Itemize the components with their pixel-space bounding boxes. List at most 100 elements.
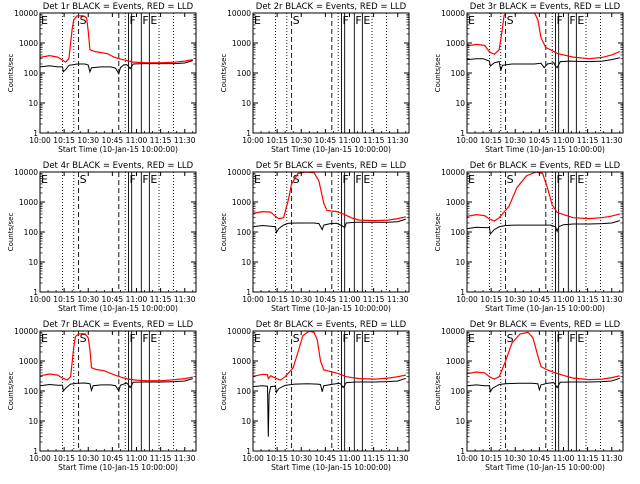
event-marker-label: E (577, 173, 584, 186)
x-tick-label: 11:15 (577, 454, 599, 463)
y-axis-label: Counts/sec (7, 213, 15, 252)
event-marker-label: F (556, 173, 562, 186)
y-tick-label: 1 (246, 288, 251, 297)
x-tick-label: 10:30 (290, 136, 312, 145)
x-axis-label: Start Time (10-Jan-15 10:00:00) (58, 145, 178, 154)
events-series-line (40, 378, 193, 393)
x-tick-label: 10:15 (53, 295, 75, 304)
y-tick-label: 1000 (19, 357, 38, 366)
y-tick-label: 1000 (446, 357, 465, 366)
y-tick-label: 10 (455, 99, 465, 108)
event-marker-label: E (363, 332, 370, 345)
y-tick-label: 10 (455, 417, 465, 426)
x-tick-label: 11:00 (339, 136, 361, 145)
x-tick-label: 10:45 (529, 136, 551, 145)
lld-series-line (467, 331, 620, 381)
event-marker-label: F (129, 14, 135, 27)
y-tick-label: 100 (237, 228, 252, 237)
lld-series-line (40, 333, 193, 382)
y-tick-label: 10 (455, 258, 465, 267)
x-tick-label: 11:00 (339, 454, 361, 463)
y-tick-label: 10 (241, 417, 251, 426)
y-axis-label: Counts/sec (434, 54, 442, 93)
y-tick-label: 1000 (446, 198, 465, 207)
y-tick-label: 100 (24, 387, 39, 396)
x-tick-label: 10:00 (29, 295, 51, 304)
y-tick-label: 1000 (446, 39, 465, 48)
y-tick-label: 1000 (232, 39, 251, 48)
panel-title: Det 4r BLACK = Events, RED = LLD (43, 161, 194, 171)
y-axis-label: Counts/sec (7, 372, 15, 411)
lld-series-line (253, 172, 406, 222)
y-tick-label: 10000 (227, 9, 251, 18)
x-tick-label: 10:30 (290, 454, 312, 463)
x-tick-label: 10:15 (53, 136, 75, 145)
event-marker-label: F (129, 332, 135, 345)
x-tick-label: 11:30 (174, 136, 196, 145)
y-tick-label: 100 (24, 69, 39, 78)
x-tick-label: 10:30 (290, 295, 312, 304)
events-series-line (253, 377, 406, 437)
event-marker-label: F (129, 173, 135, 186)
x-tick-label: 10:00 (456, 136, 478, 145)
y-tick-label: 100 (24, 228, 39, 237)
event-marker-label: S (507, 332, 514, 345)
event-marker-label: S (507, 173, 514, 186)
y-axis-label: Counts/sec (220, 213, 228, 252)
y-tick-label: 1 (460, 447, 465, 456)
events-series-line (467, 220, 620, 236)
event-marker-label: F (342, 14, 348, 27)
event-marker-label: S (80, 14, 87, 27)
event-marker-label: F (342, 173, 348, 186)
y-tick-label: 1 (460, 288, 465, 297)
x-axis-label: Start Time (10-Jan-15 10:00:00) (271, 304, 391, 313)
x-tick-label: 10:45 (315, 136, 337, 145)
event-marker-label: S (293, 14, 300, 27)
x-tick-label: 11:15 (577, 295, 599, 304)
x-tick-label: 10:15 (266, 295, 288, 304)
y-axis-label: Counts/sec (434, 213, 442, 252)
event-marker-label: E (150, 173, 157, 186)
x-tick-label: 11:00 (126, 136, 148, 145)
y-tick-label: 100 (451, 387, 466, 396)
x-tick-label: 11:15 (150, 295, 172, 304)
event-marker-label: E (363, 173, 370, 186)
x-tick-label: 11:15 (577, 136, 599, 145)
x-tick-label: 11:30 (387, 136, 409, 145)
x-tick-label: 10:30 (77, 454, 99, 463)
x-tick-label: 11:00 (339, 295, 361, 304)
x-tick-label: 10:45 (529, 454, 551, 463)
event-marker-label: S (80, 173, 87, 186)
x-tick-label: 11:00 (126, 454, 148, 463)
event-marker-label: E (41, 332, 48, 345)
x-tick-label: 10:15 (266, 454, 288, 463)
event-marker-label: F (342, 332, 348, 345)
x-tick-label: 10:00 (456, 454, 478, 463)
y-tick-label: 10000 (441, 168, 465, 177)
x-axis-label: Start Time (10-Jan-15 10:00:00) (485, 145, 605, 154)
x-tick-label: 10:45 (315, 454, 337, 463)
x-tick-label: 11:15 (150, 454, 172, 463)
y-tick-label: 10000 (227, 168, 251, 177)
y-tick-label: 1000 (19, 198, 38, 207)
x-tick-label: 11:15 (363, 454, 385, 463)
events-series-line (467, 377, 620, 394)
y-axis-label: Counts/sec (434, 372, 442, 411)
event-marker-label: E (254, 14, 261, 27)
y-tick-label: 1 (33, 129, 38, 138)
x-axis-label: Start Time (10-Jan-15 10:00:00) (271, 145, 391, 154)
x-tick-label: 11:30 (387, 454, 409, 463)
y-tick-label: 100 (451, 228, 466, 237)
event-marker-label: E (468, 332, 475, 345)
event-marker-label: F (569, 14, 575, 27)
y-tick-label: 10000 (441, 327, 465, 336)
event-marker-label: S (507, 14, 514, 27)
y-tick-label: 1 (460, 129, 465, 138)
x-tick-label: 11:00 (553, 454, 575, 463)
